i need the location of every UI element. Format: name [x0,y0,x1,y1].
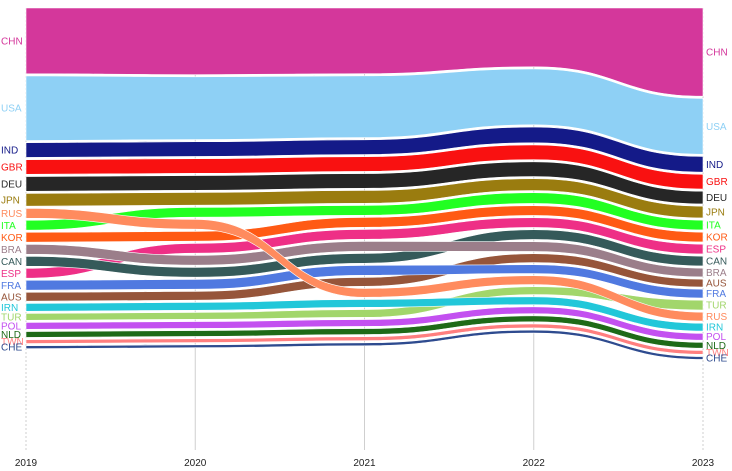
label-left-tur: TUR [1,312,22,323]
label-left-twn: TWN [1,337,24,348]
label-right-tur: TUR [706,301,727,312]
ribbon-rus [25,208,704,322]
label-right-ind: IND [706,160,723,171]
label-left-fra: FRA [1,281,21,292]
label-right-gbr: GBR [706,177,728,188]
label-left-can: CAN [1,257,22,268]
label-right-nld: NLD [706,341,726,352]
ribbon-ita [25,192,704,231]
label-left-aus: AUS [1,292,22,303]
label-left-pol: POL [1,321,21,332]
ribbon-twn [25,323,704,355]
label-right-esp: ESP [706,245,726,256]
ribbon-nld [25,315,704,349]
x-tick-2022: 2022 [523,458,546,469]
label-right-deu: DEU [706,193,727,204]
label-left-ita: ITA [1,221,16,232]
ribbon-fra [25,264,704,299]
ribbon-ind [25,126,704,173]
label-left-jpn: JPN [1,195,20,206]
label-right-twn: TWN [706,348,729,359]
series-ribbons [25,7,704,360]
ribbon-can [25,229,704,278]
label-right-can: CAN [706,257,727,268]
label-left-irn: IRN [1,303,18,314]
label-right-fra: FRA [706,289,726,300]
label-left-kor: KOR [1,233,23,244]
ribbon-jpn [25,178,704,219]
ribbon-usa [25,68,704,155]
ribbon-che [25,329,704,360]
label-left-gbr: GBR [1,162,23,173]
label-left-rus: RUS [1,209,22,220]
label-right-pol: POL [706,332,726,343]
label-left-deu: DEU [1,179,22,190]
ribbon-deu [25,161,704,205]
left-labels: CHN USA IND GBR DEU JPN RUSITAKORBRACANESPFRAA… [1,36,24,353]
label-right-chn: CHN [706,48,728,59]
label-left-bra: BRA [1,245,22,256]
ribbon-tur [25,286,704,321]
label-left-che: CHE [1,343,22,354]
ribbon-irn [25,296,704,332]
x-tick-2023: 2023 [692,458,715,469]
x-tick-2021: 2021 [353,458,376,469]
label-left-esp: ESP [1,269,21,280]
label-left-usa: USA [1,104,22,115]
label-right-irn: IRN [706,323,723,334]
x-tick-2020: 2020 [184,458,207,469]
ribbon-chn [25,7,704,97]
label-right-rus: RUS [706,312,727,323]
label-right-bra: BRA [706,268,727,279]
ribbon-aus [25,253,704,302]
label-right-che: CHE [706,354,727,365]
x-tick-2019: 2019 [15,458,38,469]
label-right-jpn: JPN [706,208,725,219]
ribbon-bra [25,241,704,278]
label-left-nld: NLD [1,330,21,341]
label-right-kor: KOR [706,233,728,244]
label-left-ind: IND [1,146,18,157]
x-axis: 2019 2020 2021 2022 2023 [15,458,715,469]
ribbon-gbr [25,144,704,190]
label-right-aus: AUS [706,279,727,290]
label-right-ita: ITA [706,221,721,232]
label-right-usa: USA [706,122,727,133]
ribbon-pol [25,306,704,341]
label-left-chn: CHN [1,36,23,47]
